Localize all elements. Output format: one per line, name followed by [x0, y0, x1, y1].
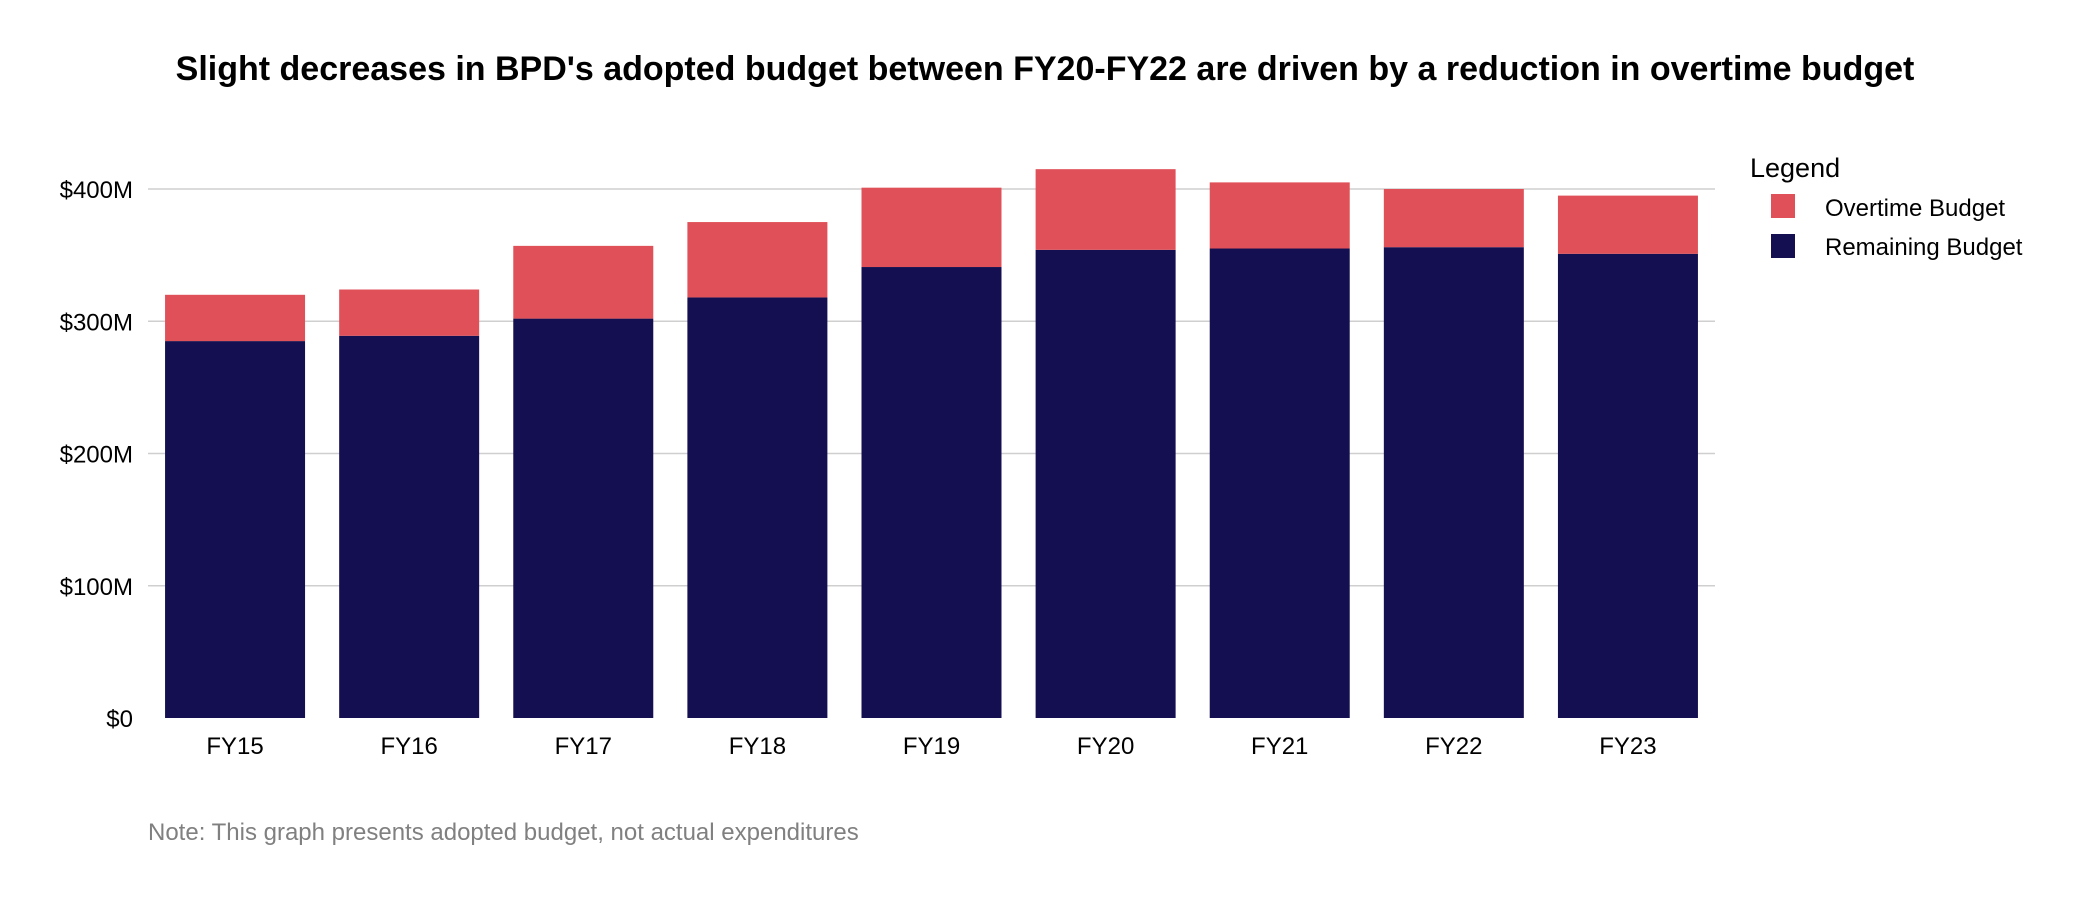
x-tick-label: FY20 — [1077, 733, 1134, 760]
bar-remaining-budget — [1209, 248, 1350, 718]
bars — [165, 169, 1698, 719]
chart-title: Slight decreases in BPD's adopted budget… — [176, 50, 1915, 88]
legend-swatch-remaining — [1771, 234, 1795, 258]
bar-remaining-budget — [165, 341, 306, 718]
bar-overtime-budget — [687, 222, 828, 298]
bar-remaining-budget — [1383, 247, 1524, 718]
x-tick-label: FY15 — [206, 733, 263, 760]
y-tick-label: $200M — [60, 442, 133, 469]
bar-remaining-budget — [513, 318, 654, 718]
x-axis-tick-labels: FY15 FY16 FY17 FY18 FY19 FY20 FY21 FY22 FY23 — [206, 733, 1656, 760]
x-tick-label: FY23 — [1599, 733, 1656, 760]
y-tick-label: $0 — [106, 706, 133, 733]
bar-overtime-budget — [1557, 195, 1698, 254]
y-tick-label: $300M — [60, 309, 133, 336]
bar-overtime-budget — [861, 187, 1002, 268]
x-tick-label: FY16 — [380, 733, 437, 760]
y-tick-label: $400M — [60, 177, 133, 204]
bar-overtime-budget — [165, 294, 306, 342]
legend-title: Legend — [1750, 153, 1840, 183]
legend-label-overtime: Overtime Budget — [1825, 195, 2005, 222]
legend-label-remaining: Remaining Budget — [1825, 234, 2023, 261]
bar-remaining-budget — [339, 335, 480, 718]
bar-remaining-budget — [1557, 253, 1698, 719]
y-tick-label: $100M — [60, 574, 133, 601]
bar-overtime-budget — [1035, 169, 1176, 250]
legend-swatch-overtime — [1771, 194, 1795, 218]
x-tick-label: FY17 — [555, 733, 612, 760]
x-tick-label: FY18 — [729, 733, 786, 760]
x-tick-label: FY22 — [1425, 733, 1482, 760]
bar-overtime-budget — [513, 245, 654, 319]
x-tick-label: FY19 — [903, 733, 960, 760]
bar-remaining-budget — [1035, 249, 1176, 718]
bar-remaining-budget — [687, 297, 828, 718]
bar-overtime-budget — [339, 289, 480, 336]
legend: Legend Overtime Budget Remaining Budget — [1750, 153, 2023, 261]
bar-overtime-budget — [1383, 189, 1524, 248]
x-tick-label: FY21 — [1251, 733, 1308, 760]
bar-overtime-budget — [1209, 182, 1350, 249]
y-axis-tick-labels: $0 $100M $200M $300M $400M — [60, 177, 133, 733]
chart-note: Note: This graph presents adopted budget… — [148, 819, 859, 846]
bar-remaining-budget — [861, 267, 1002, 718]
